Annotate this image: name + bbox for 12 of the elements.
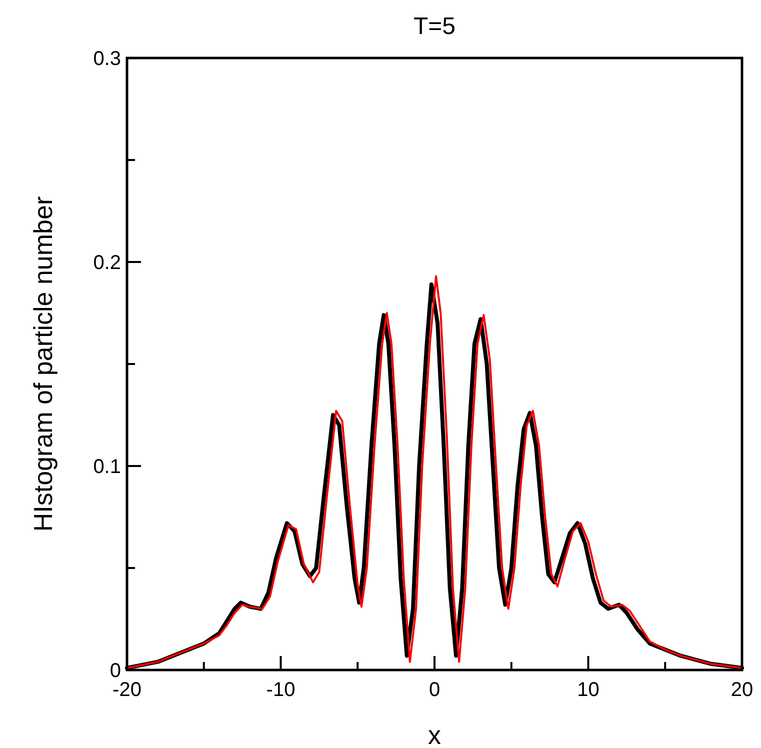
y-tick-label: 0.1	[93, 456, 121, 478]
x-tick-label: 0	[428, 679, 440, 701]
y-tick-label: 0.2	[93, 252, 121, 274]
y-axis-title: HIstogram of particle number	[28, 196, 58, 532]
y-tick-label: 0	[110, 660, 121, 682]
x-tick-label: -20	[112, 679, 142, 701]
x-tick-label: 10	[577, 679, 600, 701]
y-tick-label: 0.3	[93, 48, 121, 70]
x-tick-label: -10	[266, 679, 296, 701]
chart-title: T=5	[413, 13, 456, 40]
x-tick-label: 20	[730, 679, 754, 701]
x-axis-title: x	[428, 720, 441, 748]
